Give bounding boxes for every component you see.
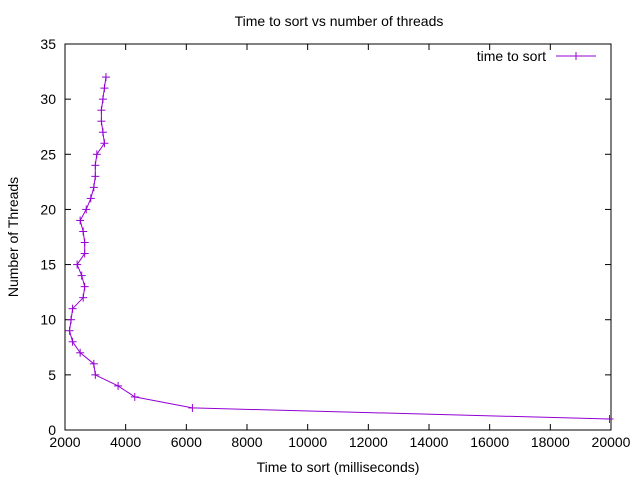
- data-point: [67, 315, 76, 324]
- data-point: [97, 117, 106, 126]
- x-tick-label: 4000: [110, 434, 141, 450]
- data-point: [97, 106, 106, 115]
- y-axis: 0 5 10 15 20 25 30 35: [40, 36, 611, 438]
- x-tick-label: 18000: [531, 434, 570, 450]
- data-point: [188, 403, 197, 412]
- y-tick-label: 30: [40, 91, 56, 107]
- data-point: [86, 194, 95, 203]
- x-axis: 2000 4000 6000 8000 10000 12000 14000 16000 1800…: [49, 44, 631, 450]
- data-point: [130, 392, 139, 401]
- legend: time to sort: [477, 48, 596, 64]
- y-axis-label: Number of Threads: [5, 177, 21, 297]
- data-point: [91, 161, 100, 170]
- data-point: [605, 414, 614, 423]
- y-tick-label: 25: [40, 146, 56, 162]
- y-tick-label: 5: [48, 367, 56, 383]
- data-point: [79, 227, 88, 236]
- y-tick-label: 0: [48, 422, 56, 438]
- data-point: [77, 271, 86, 280]
- data-point: [100, 84, 109, 93]
- data-point: [65, 326, 74, 335]
- y-tick-label: 35: [40, 36, 56, 52]
- y-tick-label: 10: [40, 312, 56, 328]
- data-point: [80, 238, 89, 247]
- data-point: [68, 337, 77, 346]
- data-point: [80, 282, 89, 291]
- x-axis-label: Time to sort (milliseconds): [257, 459, 420, 475]
- data-point: [89, 183, 98, 192]
- plot-frame: [64, 43, 612, 431]
- x-tick-label: 8000: [231, 434, 262, 450]
- data-point: [101, 73, 110, 82]
- data-point: [68, 304, 77, 313]
- x-tick-label: 20000: [592, 434, 631, 450]
- legend-marker: [572, 52, 580, 60]
- chart-title: Time to sort vs number of threads: [235, 13, 444, 29]
- data-point: [79, 293, 88, 302]
- x-tick-label: 16000: [470, 434, 509, 450]
- x-tick-label: 10000: [288, 434, 327, 450]
- series-line: [68, 77, 610, 420]
- data-point: [91, 172, 100, 181]
- data-point: [73, 260, 82, 269]
- data-point: [100, 139, 109, 148]
- y-tick-label: 20: [40, 201, 56, 217]
- data-point: [82, 205, 91, 214]
- data-point: [92, 150, 101, 159]
- series-layer: [65, 73, 614, 423]
- data-point: [114, 381, 123, 390]
- x-tick-label: 14000: [410, 434, 449, 450]
- data-point: [89, 359, 98, 368]
- data-point: [76, 216, 85, 225]
- x-tick-label: 2000: [49, 434, 80, 450]
- data-point: [91, 370, 100, 379]
- x-tick-label: 12000: [349, 434, 388, 450]
- data-point: [98, 128, 107, 137]
- data-point: [98, 95, 107, 104]
- legend-label: time to sort: [477, 48, 546, 64]
- data-point: [76, 348, 85, 357]
- data-point: [80, 249, 89, 258]
- x-tick-label: 6000: [171, 434, 202, 450]
- y-tick-label: 15: [40, 257, 56, 273]
